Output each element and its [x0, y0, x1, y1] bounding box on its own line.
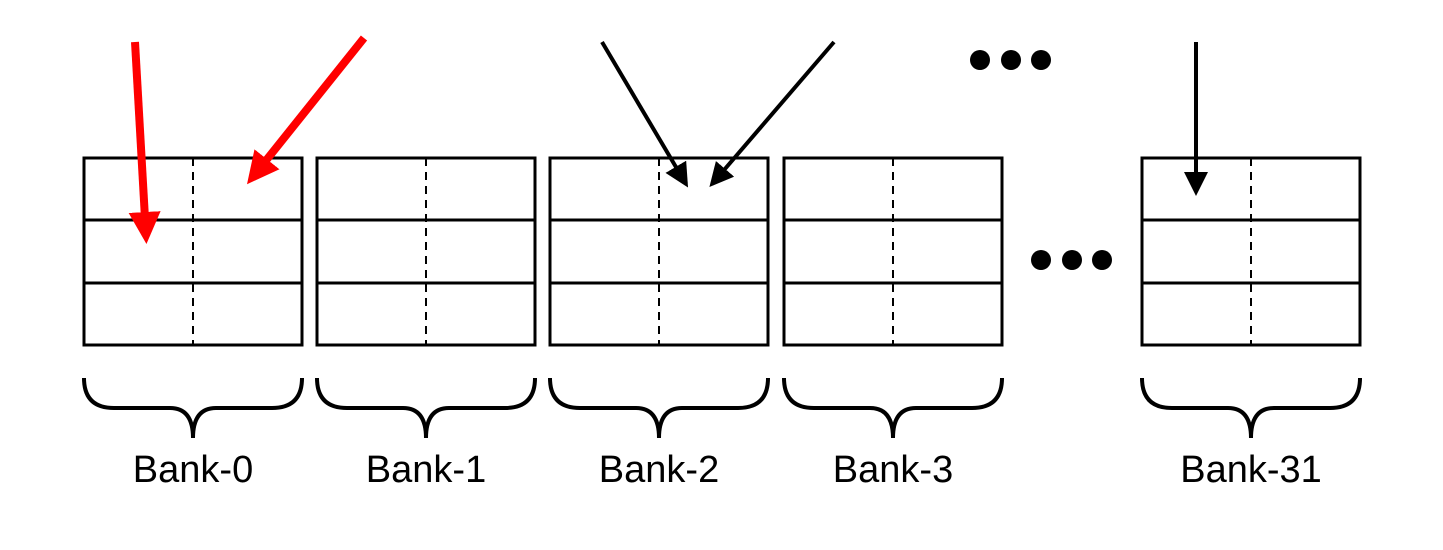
- access-arrow-1: [600, 40, 689, 188]
- bank-1-label: Bank-1: [365, 449, 487, 491]
- conflict-arrow-2: [247, 35, 368, 185]
- bank-0-block: [82, 156, 304, 347]
- conflict-arrow-1: [128, 41, 161, 244]
- bank-0-label: Bank-0: [132, 449, 254, 491]
- bank-2-brace: [548, 377, 770, 439]
- bank-3-block: [782, 156, 1004, 347]
- bank-0-brace: [82, 377, 304, 439]
- bank-31-brace: [1140, 377, 1362, 439]
- bank-1-block: [315, 156, 537, 347]
- bank-2-block: [548, 156, 770, 347]
- bank-1-brace: [315, 377, 537, 439]
- bank-3-brace: [782, 377, 1004, 439]
- bank-3-label: Bank-3: [832, 449, 954, 491]
- bank-2-label: Bank-2: [598, 449, 720, 491]
- ellipsis-middle: [1031, 250, 1112, 270]
- bank-31-block: [1140, 156, 1362, 347]
- access-arrow-2: [709, 40, 836, 188]
- bank-31-label: Bank-31: [1180, 449, 1322, 491]
- ellipsis-top: [970, 50, 1051, 70]
